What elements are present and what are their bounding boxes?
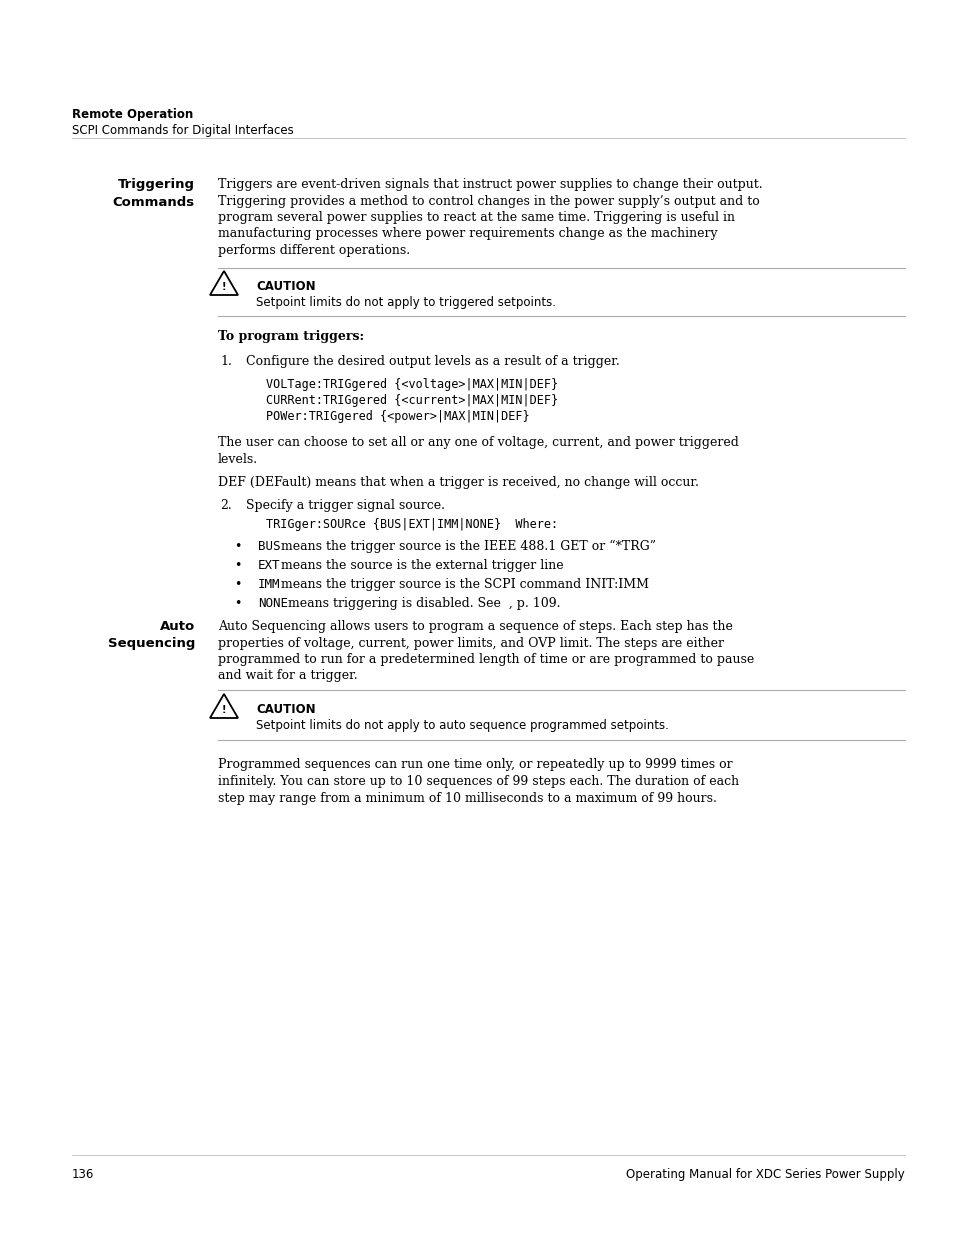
Text: •: • [234, 578, 241, 592]
Text: program several power supplies to react at the same time. Triggering is useful i: program several power supplies to react … [218, 211, 734, 224]
Text: !: ! [221, 705, 226, 715]
Text: •: • [234, 559, 241, 572]
Text: Remote Operation: Remote Operation [71, 107, 193, 121]
Text: CURRent:TRIGgered {<current>|MAX|MIN|DEF}: CURRent:TRIGgered {<current>|MAX|MIN|DEF… [266, 394, 558, 408]
Text: means the source is the external trigger line: means the source is the external trigger… [277, 559, 563, 572]
Text: CAUTION: CAUTION [255, 703, 315, 716]
Text: 136: 136 [71, 1168, 94, 1181]
Text: TRIGger:SOURce {BUS|EXT|IMM|NONE}  Where:: TRIGger:SOURce {BUS|EXT|IMM|NONE} Where: [266, 517, 558, 531]
Text: IMM: IMM [257, 578, 280, 592]
Text: To program triggers:: To program triggers: [218, 330, 364, 343]
Text: 2.: 2. [220, 499, 232, 513]
Text: Auto Sequencing allows users to program a sequence of steps. Each step has the: Auto Sequencing allows users to program … [218, 620, 732, 634]
Text: SCPI Commands for Digital Interfaces: SCPI Commands for Digital Interfaces [71, 124, 294, 137]
Text: programmed to run for a predetermined length of time or are programmed to pause: programmed to run for a predetermined le… [218, 653, 754, 666]
Text: BUS: BUS [257, 540, 280, 553]
Text: EXT: EXT [257, 559, 280, 572]
Text: Commands: Commands [112, 196, 194, 209]
Text: 1.: 1. [220, 354, 232, 368]
Text: Setpoint limits do not apply to auto sequence programmed setpoints.: Setpoint limits do not apply to auto seq… [255, 719, 668, 732]
Text: Specify a trigger signal source.: Specify a trigger signal source. [246, 499, 444, 513]
Text: Setpoint limits do not apply to triggered setpoints.: Setpoint limits do not apply to triggere… [255, 296, 556, 309]
Text: NONE: NONE [257, 597, 288, 610]
Text: means triggering is disabled. See  , p. 109.: means triggering is disabled. See , p. 1… [284, 597, 560, 610]
Text: Programmed sequences can run one time only, or repeatedly up to 9999 times or: Programmed sequences can run one time on… [218, 758, 732, 771]
Text: manufacturing processes where power requirements change as the machinery: manufacturing processes where power requ… [218, 227, 717, 241]
Text: CAUTION: CAUTION [255, 280, 315, 293]
Text: and wait for a trigger.: and wait for a trigger. [218, 669, 357, 683]
Text: means the trigger source is the SCPI command INIT:IMM: means the trigger source is the SCPI com… [277, 578, 649, 592]
Text: infinitely. You can store up to 10 sequences of 99 steps each. The duration of e: infinitely. You can store up to 10 seque… [218, 776, 739, 788]
Text: The user can choose to set all or any one of voltage, current, and power trigger: The user can choose to set all or any on… [218, 436, 739, 450]
Text: •: • [234, 597, 241, 610]
Text: Sequencing: Sequencing [108, 637, 194, 650]
Text: step may range from a minimum of 10 milliseconds to a maximum of 99 hours.: step may range from a minimum of 10 mill… [218, 792, 716, 805]
Text: VOLTage:TRIGgered {<voltage>|MAX|MIN|DEF}: VOLTage:TRIGgered {<voltage>|MAX|MIN|DEF… [266, 378, 558, 391]
Text: Triggering provides a method to control changes in the power supply’s output and: Triggering provides a method to control … [218, 194, 759, 207]
Text: Triggering: Triggering [118, 178, 194, 191]
Text: Auto: Auto [159, 620, 194, 634]
Text: •: • [234, 540, 241, 553]
Text: performs different operations.: performs different operations. [218, 245, 410, 257]
Text: levels.: levels. [218, 453, 258, 466]
Text: Configure the desired output levels as a result of a trigger.: Configure the desired output levels as a… [246, 354, 619, 368]
Text: properties of voltage, current, power limits, and OVP limit. The steps are eithe: properties of voltage, current, power li… [218, 636, 723, 650]
Text: !: ! [221, 282, 226, 291]
Text: means the trigger source is the IEEE 488.1 GET or “*TRG”: means the trigger source is the IEEE 488… [277, 540, 656, 553]
Text: POWer:TRIGgered {<power>|MAX|MIN|DEF}: POWer:TRIGgered {<power>|MAX|MIN|DEF} [266, 410, 529, 424]
Text: Operating Manual for XDC Series Power Supply: Operating Manual for XDC Series Power Su… [625, 1168, 904, 1181]
Text: DEF (DEFault) means that when a trigger is received, no change will occur.: DEF (DEFault) means that when a trigger … [218, 475, 699, 489]
Text: Triggers are event-driven signals that instruct power supplies to change their o: Triggers are event-driven signals that i… [218, 178, 761, 191]
